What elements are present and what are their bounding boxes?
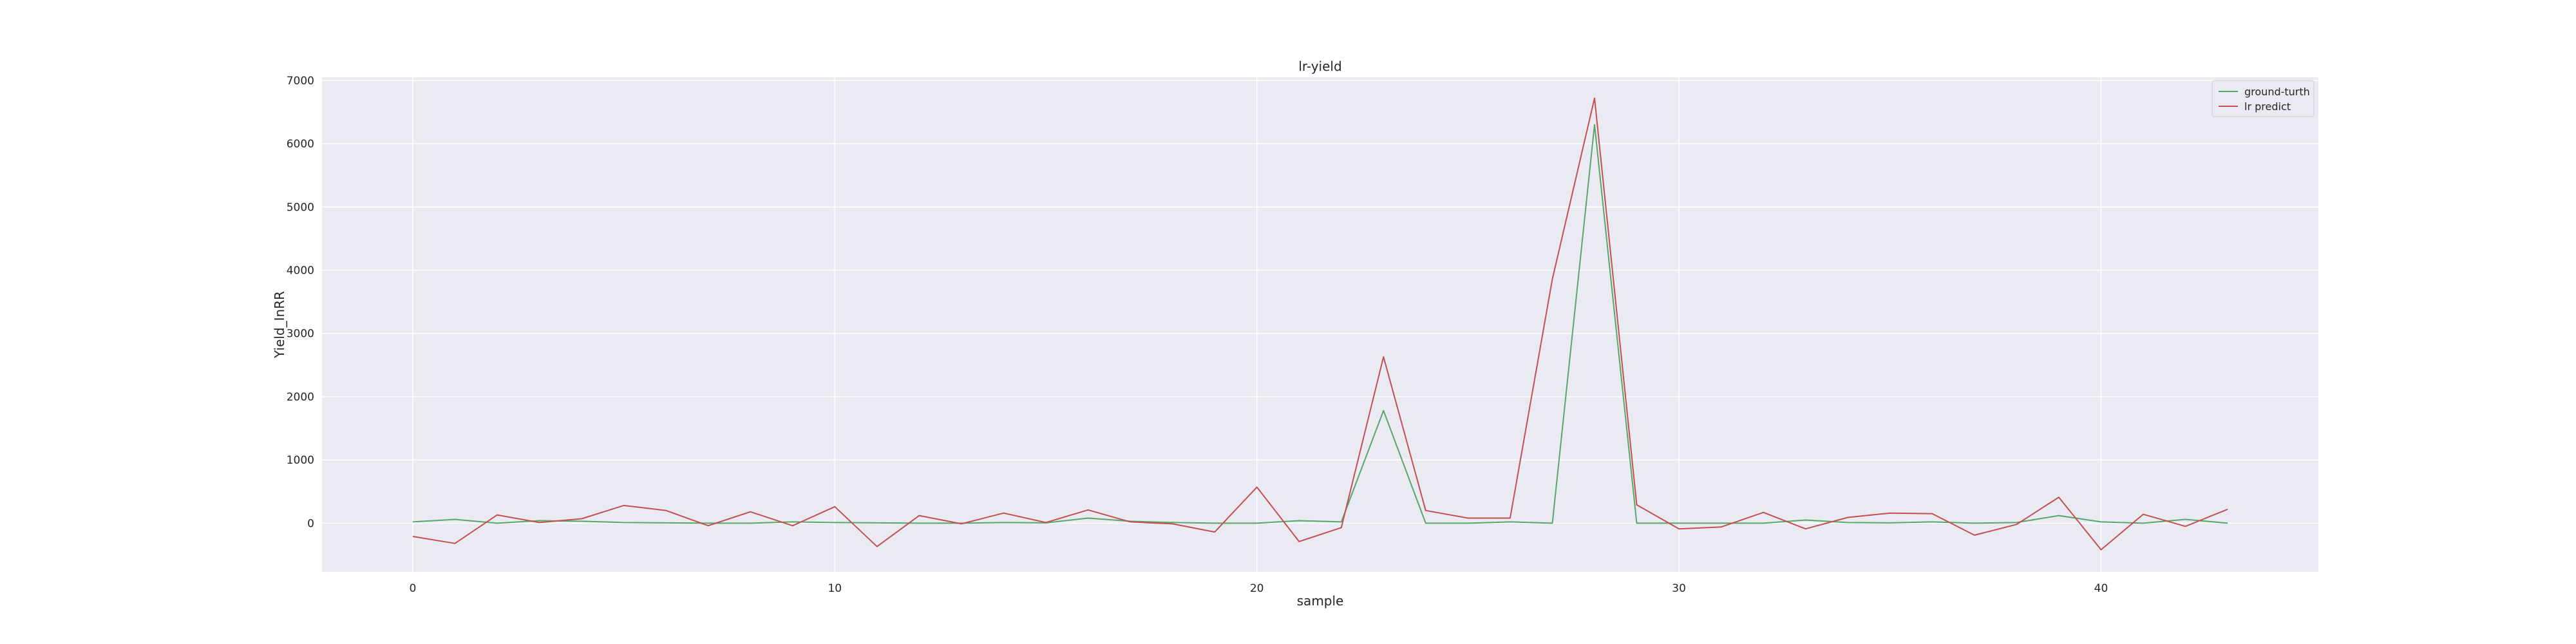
y-tick-labels: 0 1000 2000 3000 4000 5000 6000 7000: [287, 75, 314, 530]
y-tick-label: 2000: [287, 391, 314, 404]
legend-box: [2211, 80, 2315, 117]
plot-background: [322, 77, 2318, 572]
x-axis-label: sample: [1297, 593, 1344, 609]
y-tick-label: 3000: [287, 328, 314, 341]
x-tick-label: 20: [1250, 582, 1264, 595]
y-tick-label: 6000: [287, 138, 314, 151]
legend-label-ground-turth: ground-turth: [2244, 86, 2310, 98]
y-tick-label: 0: [307, 517, 314, 530]
legend: ground-turth lr predict: [2211, 80, 2315, 117]
x-tick-label: 10: [828, 582, 842, 595]
y-tick-label: 5000: [287, 201, 314, 214]
series-line-lr-predict: [412, 97, 2228, 551]
y-tick-label: 7000: [287, 75, 314, 88]
y-axis-label: Yield_InRR: [272, 291, 287, 359]
x-tick-label: 40: [2094, 582, 2108, 595]
x-tick-labels: 0 10 20 30 40: [409, 582, 2108, 595]
x-tick-label: 0: [409, 582, 416, 595]
legend-label-lr-predict: lr predict: [2244, 100, 2291, 113]
y-tick-label: 1000: [287, 454, 314, 467]
x-tick-label: 30: [1672, 582, 1686, 595]
series-lines: [412, 97, 2228, 551]
chart-title: lr-yield: [1298, 59, 1341, 74]
y-tick-label: 4000: [287, 265, 314, 278]
